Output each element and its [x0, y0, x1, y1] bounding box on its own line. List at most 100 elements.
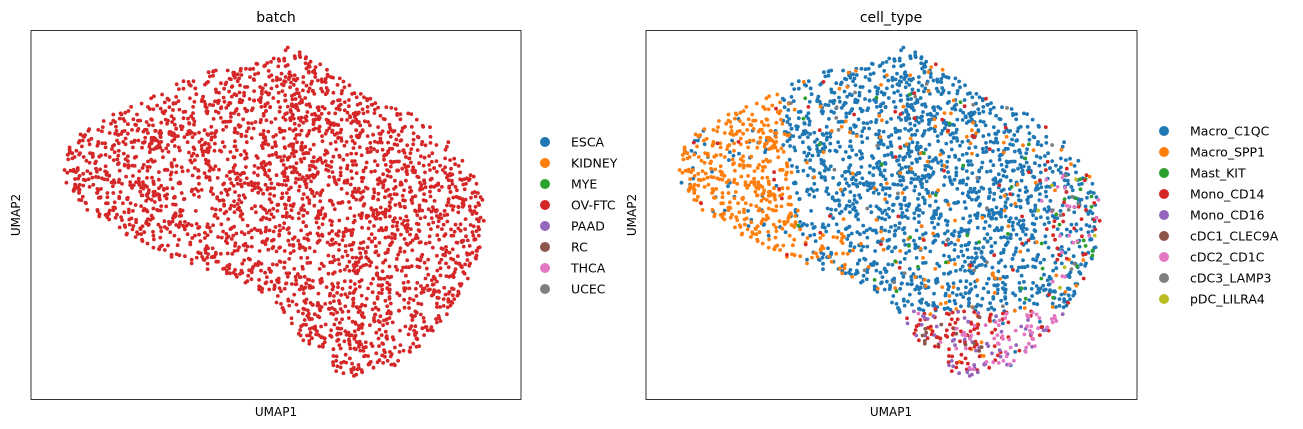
- scatter-point: [751, 138, 756, 143]
- scatter-point: [380, 287, 385, 292]
- scatter-point: [263, 208, 267, 212]
- scatter-point: [294, 106, 298, 110]
- scatter-point: [295, 170, 299, 175]
- scatter-point: [427, 163, 431, 167]
- scatter-point: [168, 177, 173, 182]
- scatter-point: [448, 190, 453, 194]
- scatter-point: [385, 321, 390, 326]
- scatter-point: [145, 176, 149, 180]
- scatter-point: [937, 264, 942, 268]
- scatter-point: [443, 292, 448, 297]
- scatter-point: [252, 170, 256, 175]
- scatter-point: [869, 210, 874, 215]
- scatter-point: [755, 145, 760, 150]
- scatter-point: [872, 260, 876, 264]
- scatter-point: [1033, 161, 1037, 166]
- scatter-point: [268, 162, 272, 166]
- scatter-point: [726, 144, 730, 148]
- scatter-point: [211, 69, 216, 74]
- scatter-point: [328, 291, 333, 296]
- scatter-point: [402, 305, 407, 310]
- scatter-point: [126, 109, 131, 113]
- scatter-point: [342, 267, 347, 272]
- scatter-point: [1033, 203, 1038, 208]
- scatter-point: [822, 142, 826, 146]
- scatter-point: [732, 180, 736, 185]
- scatter-point: [847, 155, 851, 159]
- scatter-point: [396, 358, 400, 363]
- scatter-point: [422, 192, 426, 197]
- scatter-point: [480, 198, 485, 202]
- scatter-point: [140, 239, 145, 244]
- scatter-point: [219, 106, 223, 111]
- scatter-point: [808, 132, 813, 136]
- scatter-point: [78, 132, 83, 137]
- scatter-point: [729, 129, 734, 133]
- scatter-point: [907, 292, 912, 297]
- scatter-point: [867, 77, 871, 81]
- scatter-point: [931, 78, 936, 83]
- scatter-point: [843, 187, 847, 192]
- scatter-point: [460, 197, 465, 202]
- scatter-point: [1001, 286, 1005, 290]
- scatter-point: [807, 147, 812, 152]
- scatter-point: [404, 178, 408, 183]
- scatter-point: [885, 153, 890, 157]
- scatter-point: [724, 121, 729, 126]
- scatter-point: [277, 223, 282, 228]
- scatter-point: [809, 209, 813, 213]
- scatter-point: [302, 179, 307, 184]
- scatter-point: [365, 134, 370, 139]
- scatter-point: [908, 121, 913, 126]
- scatter-point: [285, 191, 289, 195]
- scatter-point: [175, 243, 180, 248]
- scatter-point: [282, 145, 287, 150]
- scatter-point: [295, 76, 300, 81]
- scatter-point: [984, 141, 988, 145]
- scatter-point: [393, 203, 398, 207]
- scatter-point: [289, 80, 293, 85]
- scatter-point: [381, 117, 386, 121]
- scatter-point: [222, 99, 227, 104]
- scatter-point: [235, 175, 240, 180]
- scatter-point: [834, 222, 839, 227]
- scatter-point: [335, 131, 339, 136]
- scatter-point: [1024, 227, 1029, 232]
- scatter-point: [95, 169, 99, 174]
- scatter-point: [307, 86, 312, 91]
- scatter-point: [275, 294, 280, 298]
- scatter-point: [762, 123, 766, 127]
- scatter-point: [396, 133, 401, 137]
- scatter-point: [157, 186, 161, 191]
- scatter-point: [310, 159, 314, 164]
- scatter-point: [181, 110, 186, 114]
- scatter-point: [296, 108, 301, 113]
- scatter-point: [145, 209, 150, 214]
- scatter-point: [863, 67, 868, 72]
- legend-marker: [540, 158, 550, 168]
- scatter-point: [369, 169, 374, 174]
- scatter-point: [960, 191, 965, 196]
- scatter-point: [1012, 133, 1017, 137]
- scatter-point: [885, 200, 889, 205]
- scatter-point: [334, 317, 339, 322]
- scatter-point: [381, 185, 385, 190]
- scatter-point: [428, 141, 433, 145]
- scatter-point: [420, 208, 425, 213]
- scatter-point: [263, 102, 268, 107]
- scatter-point: [943, 231, 947, 236]
- scatter-point: [212, 148, 217, 153]
- scatter-point: [305, 211, 310, 215]
- scatter-point: [275, 182, 280, 187]
- scatter-point: [404, 241, 409, 246]
- scatter-point: [136, 176, 141, 181]
- scatter-point: [910, 282, 914, 286]
- scatter-point: [478, 215, 483, 220]
- scatter-point: [923, 86, 928, 91]
- scatter-point: [360, 225, 364, 230]
- scatter-point: [878, 270, 883, 275]
- scatter-point: [871, 166, 876, 170]
- scatter-point: [198, 239, 203, 244]
- scatter-point: [916, 88, 921, 93]
- scatter-point: [131, 224, 136, 228]
